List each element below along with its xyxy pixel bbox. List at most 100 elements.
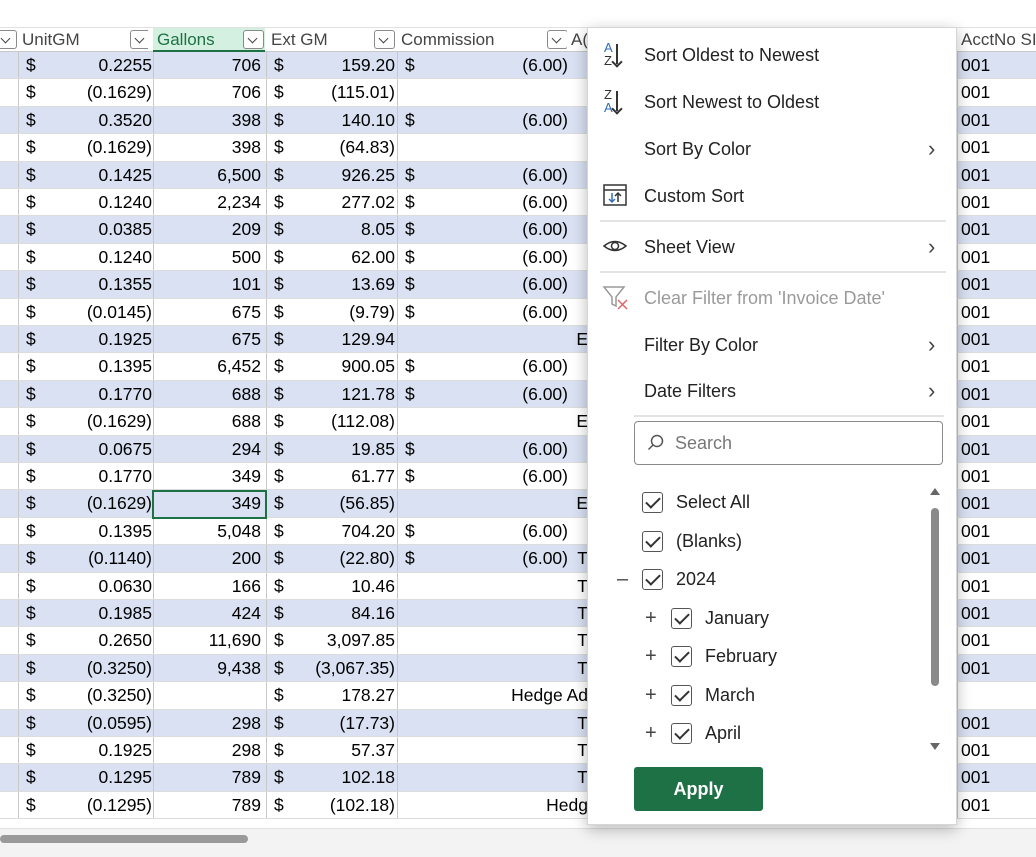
cell-extgm[interactable]: 178.27 xyxy=(341,685,395,706)
cell-unitgm-currency[interactable]: $ xyxy=(26,137,36,158)
cell-acctno[interactable]: 001 xyxy=(961,82,991,103)
cell-acctno[interactable]: 001 xyxy=(961,767,991,788)
cell-note[interactable] xyxy=(480,271,588,298)
cell-unitgm[interactable]: (0.1140) xyxy=(88,548,152,569)
cell-acctno[interactable] xyxy=(961,682,1031,709)
cell-extgm[interactable]: (115.01) xyxy=(331,82,395,103)
cell-unitgm[interactable]: 0.0675 xyxy=(98,438,152,459)
filter-item[interactable]: – 2024 xyxy=(588,560,918,598)
cell-extgm-currency[interactable]: $ xyxy=(274,137,284,158)
checkbox-checked[interactable] xyxy=(671,607,692,629)
menu-item-sheet-view[interactable]: Sheet View › xyxy=(588,225,956,269)
cell-commission[interactable]: (6.00) xyxy=(522,164,568,185)
cell-unitgm-currency[interactable]: $ xyxy=(26,657,36,678)
cell-commission[interactable]: (6.00) xyxy=(522,55,568,75)
cell-unitgm[interactable]: 0.2650 xyxy=(98,630,152,651)
cell-extgm-currency[interactable]: $ xyxy=(274,301,284,322)
column-header-commission[interactable]: Commission xyxy=(397,28,567,52)
cell-gallons[interactable]: 298 xyxy=(231,712,261,733)
cell-acctno[interactable]: 001 xyxy=(961,466,991,486)
menu-item-date-filters[interactable]: Date Filters › xyxy=(588,369,956,413)
cell-note[interactable]: T xyxy=(577,630,588,651)
cell-commission-currency[interactable]: $ xyxy=(405,356,415,377)
cell-note[interactable] xyxy=(480,244,588,271)
cell-gallons[interactable]: 706 xyxy=(231,82,261,103)
cell-gallons[interactable]: 398 xyxy=(231,137,261,158)
cell-unitgm-currency[interactable]: $ xyxy=(26,55,36,75)
cell-extgm-currency[interactable]: $ xyxy=(274,356,284,377)
cell-extgm[interactable]: 159.20 xyxy=(341,55,395,75)
filter-dropdown-unitgm[interactable] xyxy=(130,30,148,49)
cell-note[interactable] xyxy=(480,107,588,134)
cell-note[interactable] xyxy=(480,463,588,490)
cell-gallons[interactable]: 2,234 xyxy=(217,192,261,212)
cell-note[interactable] xyxy=(480,79,588,106)
cell-commission-currency[interactable]: $ xyxy=(405,438,415,459)
cell-commission-currency[interactable] xyxy=(405,710,425,737)
cell-gallons[interactable]: 706 xyxy=(231,55,261,75)
cell-commission[interactable]: (6.00) xyxy=(522,192,568,212)
checkbox-checked[interactable] xyxy=(642,492,663,513)
menu-item-clear-filter[interactable]: Clear Filter from 'Invoice Date' xyxy=(588,276,956,320)
apply-button[interactable]: Apply xyxy=(634,767,763,811)
filter-search-box[interactable] xyxy=(634,421,943,465)
cell-extgm[interactable]: (56.85) xyxy=(339,493,395,514)
cell-unitgm[interactable]: 0.1395 xyxy=(98,520,152,541)
cell-extgm[interactable]: 704.20 xyxy=(341,520,395,541)
cell-gallons[interactable]: 349 xyxy=(231,466,261,486)
cell-extgm-currency[interactable]: $ xyxy=(274,575,284,596)
cell-commission[interactable]: (6.00) xyxy=(522,520,568,541)
table-row[interactable]: $ (0.1140) 200 $ (22.80) $ (6.00) T 001 xyxy=(0,545,1036,573)
cell-gallons[interactable]: 9,438 xyxy=(217,657,261,678)
cell-commission-currency[interactable]: $ xyxy=(405,164,415,185)
cell-note[interactable]: Hedg xyxy=(546,794,588,815)
cell-acctno[interactable]: 001 xyxy=(961,657,991,678)
cell-unitgm[interactable]: (0.1629) xyxy=(86,82,152,103)
cell-gallons[interactable]: 675 xyxy=(231,329,261,349)
cell-extgm[interactable]: (22.80) xyxy=(339,548,395,569)
cell-gallons[interactable]: 200 xyxy=(231,548,261,569)
cell-commission[interactable]: (6.00) xyxy=(522,246,568,267)
filter-item[interactable]: + April xyxy=(588,714,918,752)
cell-extgm-currency[interactable]: $ xyxy=(274,630,284,651)
cell-extgm[interactable]: 140.10 xyxy=(341,109,395,130)
menu-item-filter-by-color[interactable]: Filter By Color › xyxy=(588,323,956,367)
checkbox-checked[interactable] xyxy=(642,569,663,590)
cell-gallons[interactable]: 349 xyxy=(231,493,261,514)
checkbox-checked[interactable] xyxy=(642,530,663,552)
cell-gallons[interactable]: 5,048 xyxy=(217,520,261,541)
cell-extgm[interactable]: 84.16 xyxy=(351,603,395,623)
column-header-acctno[interactable]: AcctNo SI xyxy=(957,28,1036,52)
cell-gallons[interactable]: 298 xyxy=(231,740,261,760)
cell-commission[interactable]: (6.00) xyxy=(522,438,568,459)
table-row[interactable]: $0.1240 2,234 $277.02 $ (6.00) 001 xyxy=(0,189,1036,217)
cell-note[interactable]: T xyxy=(577,712,588,733)
cell-acctno[interactable]: 001 xyxy=(961,411,991,432)
cell-unitgm[interactable]: 0.1240 xyxy=(98,246,152,267)
cell-commission-currency[interactable] xyxy=(405,655,425,682)
cell-acctno[interactable]: 001 xyxy=(961,575,991,596)
cell-note[interactable] xyxy=(480,436,588,463)
cell-extgm-currency[interactable]: $ xyxy=(274,164,284,185)
cell-note[interactable] xyxy=(480,189,588,216)
cell-unitgm-currency[interactable]: $ xyxy=(26,548,36,569)
cell-note[interactable]: T xyxy=(577,575,588,596)
cell-commission[interactable]: (6.00) xyxy=(522,109,568,130)
cell-extgm[interactable]: 3,097.85 xyxy=(326,630,395,651)
filter-dropdown-commission[interactable] xyxy=(547,30,567,49)
cell-extgm-currency[interactable]: $ xyxy=(274,438,284,459)
cell-extgm[interactable]: 277.02 xyxy=(341,192,395,212)
cell-commission-currency[interactable] xyxy=(405,682,425,709)
expand-icon[interactable]: + xyxy=(645,683,657,706)
cell-acctno[interactable]: 001 xyxy=(961,329,991,349)
cell-extgm[interactable]: 900.05 xyxy=(341,356,395,377)
cell-commission-currency[interactable] xyxy=(405,792,425,819)
cell-gallons[interactable]: 500 xyxy=(231,246,261,267)
cell-note[interactable] xyxy=(480,52,588,79)
cell-commission[interactable]: (6.00) xyxy=(522,301,568,322)
table-row[interactable]: $0.1395 5,048 $704.20 $ (6.00) 001 xyxy=(0,517,1036,546)
cell-unitgm-currency[interactable]: $ xyxy=(26,246,36,267)
cell-unitgm[interactable]: 0.1985 xyxy=(98,603,152,623)
filter-item[interactable]: + March xyxy=(588,676,918,714)
cell-commission-currency[interactable]: $ xyxy=(405,466,415,486)
